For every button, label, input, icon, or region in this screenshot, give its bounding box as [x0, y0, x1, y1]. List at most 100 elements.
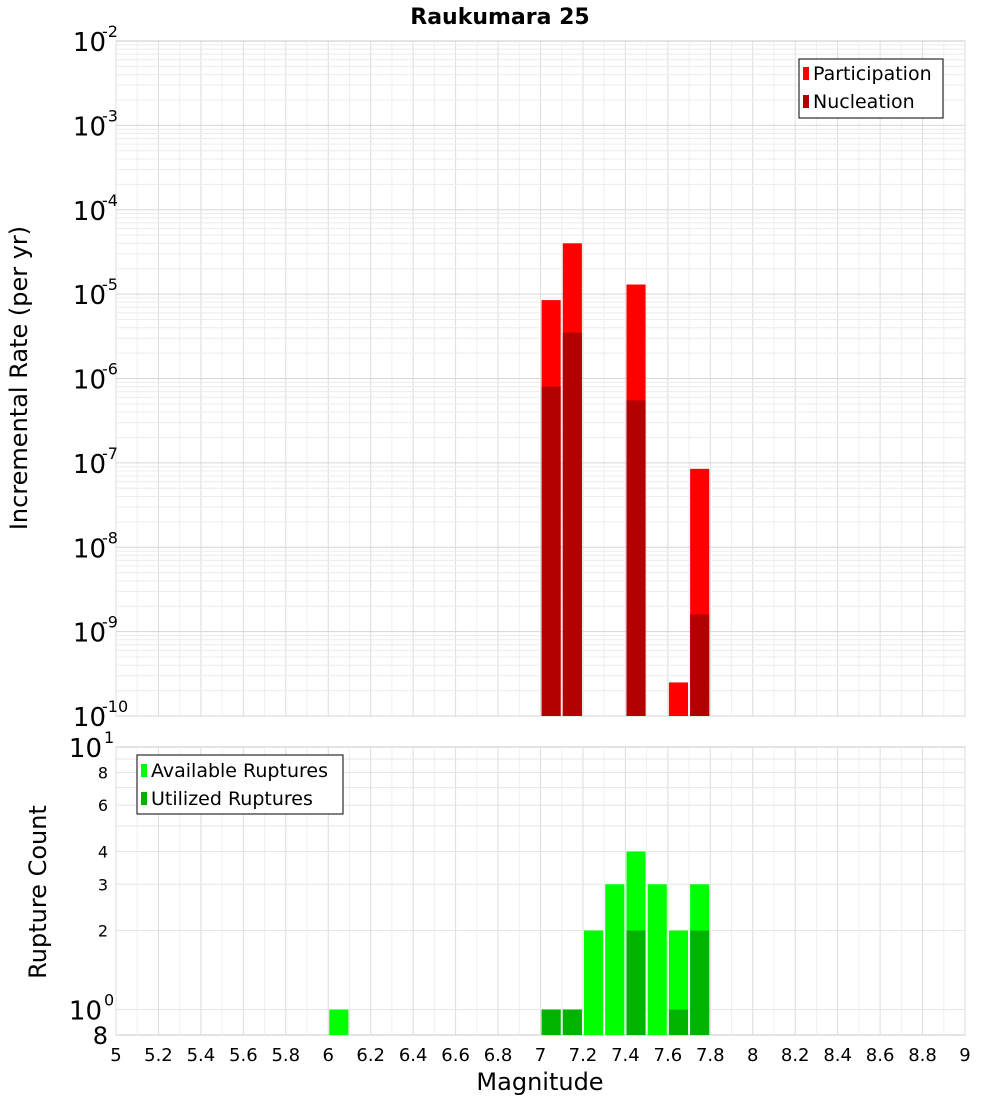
count-y-tick-label: 3 — [98, 875, 108, 894]
rate-y-tick-base: 10 — [73, 28, 106, 58]
count-bar-available-ruptures — [605, 884, 625, 1035]
count-y-tick-label: 4 — [98, 842, 108, 861]
x-tick-label: 8.2 — [781, 1045, 810, 1066]
rate-y-tick-label: 10-7 — [73, 444, 118, 480]
rate-y-tick-exponent: -3 — [102, 106, 118, 125]
available-legend-swatch — [141, 764, 147, 777]
rate-y-tick-exponent: -10 — [102, 697, 128, 716]
rate-y-tick-base: 10 — [73, 619, 106, 649]
rate-y-tick-exponent: -9 — [102, 613, 118, 632]
count-bar-available-ruptures — [647, 884, 667, 1035]
count-bar-utilized-ruptures — [562, 1009, 582, 1035]
count-y-tick-base: 10 — [69, 734, 102, 764]
x-tick-label: 8.4 — [823, 1045, 852, 1066]
count-bar-utilized-ruptures — [668, 1009, 689, 1035]
x-tick-label: 6 — [323, 1045, 334, 1066]
rate-y-axis-label: Incremental Rate (per yr) — [5, 226, 33, 530]
count-y-tick-label: 10 0 — [69, 991, 114, 1027]
count-bar-utilized-ruptures — [541, 1009, 561, 1035]
x-tick-label: 5 — [110, 1045, 121, 1066]
x-tick-label: 8.6 — [866, 1045, 895, 1066]
x-tick-label: 7.8 — [696, 1045, 725, 1066]
x-tick-label: 6.4 — [399, 1045, 428, 1066]
x-tick-label: 8 — [747, 1045, 758, 1066]
x-tick-label: 5.8 — [271, 1045, 300, 1066]
x-tick-label: 7.6 — [654, 1045, 683, 1066]
x-axis-label: Magnitude — [476, 1068, 603, 1096]
rate-y-tick-label: 10-10 — [73, 697, 128, 733]
count-y-tick-label: 10 1 — [69, 728, 114, 764]
count-legend: Available Ruptures Utilized Ruptures — [136, 754, 344, 815]
rate-y-tick-base: 10 — [73, 534, 106, 564]
rate-y-tick-label: 10-2 — [73, 22, 118, 58]
x-tick-label: 5.6 — [229, 1045, 258, 1066]
rate-y-tick-label: 10-4 — [73, 191, 118, 227]
x-tick-label: 6.2 — [356, 1045, 385, 1066]
rate-y-tick-exponent: -7 — [102, 444, 118, 463]
x-tick-label: 9 — [959, 1045, 970, 1066]
rate-legend-box — [798, 58, 944, 119]
count-y-tick-label: 8 — [98, 763, 108, 782]
nucleation-legend-swatch — [803, 95, 809, 108]
rate-y-tick-base: 10 — [73, 197, 106, 227]
x-tick-label: 7.4 — [611, 1045, 640, 1066]
available-legend-label: Available Ruptures — [151, 760, 328, 782]
rate-y-tick-exponent: -5 — [102, 275, 118, 294]
x-tick-label: 5.2 — [144, 1045, 173, 1066]
count-y-tick-label: 2 — [98, 922, 108, 941]
rate-y-tick-base: 10 — [73, 112, 106, 142]
rate-y-tick-label: 10-9 — [73, 613, 118, 649]
count-bars — [329, 851, 710, 1035]
count-y-tick-exponent: 0 — [104, 991, 114, 1010]
count-bar-available-ruptures — [329, 1009, 349, 1035]
rate-y-tick-exponent: -8 — [102, 528, 118, 547]
rate-bars — [541, 243, 710, 717]
count-bar-available-ruptures — [668, 930, 689, 1035]
count-legend-box — [136, 754, 344, 815]
x-tick-label: 5.4 — [187, 1045, 216, 1066]
x-axis-ticks: 5 5.2 5.4 5.6 5.8 6 6.2 6.4 6.6 6.8 7 7.2 7.4 7.6 7.8 8… — [110, 1045, 970, 1066]
count-y-tick-label: 8 — [93, 1022, 108, 1050]
count-y-axis-label: Rupture Count — [24, 805, 52, 979]
x-tick-label: 8.8 — [908, 1045, 937, 1066]
rate-y-tick-label: 10-6 — [73, 360, 118, 396]
participation-legend-swatch — [803, 67, 809, 80]
rate-y-tick-exponent: -6 — [102, 360, 118, 379]
rate-bar-nucleation — [562, 332, 582, 716]
count-y-tick-label: 6 — [98, 796, 108, 815]
rate-y-tick-label: 10-3 — [73, 106, 118, 142]
count-bar-utilized-ruptures — [690, 930, 710, 1035]
rate-bar-nucleation — [690, 614, 710, 716]
rate-y-tick-base: 10 — [73, 450, 106, 480]
rate-bar-nucleation — [541, 386, 561, 716]
utilized-legend-label: Utilized Ruptures — [151, 788, 313, 810]
nucleation-legend-label: Nucleation — [813, 91, 915, 113]
rate-y-tick-label: 10-8 — [73, 528, 118, 564]
x-tick-label: 6.8 — [484, 1045, 513, 1066]
chart-title: Raukumara 25 — [410, 5, 589, 30]
rate-bar-participation — [668, 682, 689, 716]
rate-y-tick-base: 10 — [73, 366, 106, 396]
x-tick-label: 7.2 — [569, 1045, 598, 1066]
count-bar-utilized-ruptures — [626, 930, 646, 1035]
rate-y-tick-base: 10 — [73, 703, 106, 733]
rate-y-tick-label: 10-5 — [73, 275, 118, 311]
rate-y-tick-base: 10 — [73, 281, 106, 311]
x-tick-label: 7 — [535, 1045, 546, 1066]
count-y-tick-base: 10 — [69, 997, 102, 1027]
count-bar-available-ruptures — [584, 930, 604, 1035]
rate-y-tick-exponent: -2 — [102, 22, 118, 41]
utilized-legend-swatch — [141, 792, 147, 805]
rate-plot-grid — [115, 41, 966, 717]
participation-legend-label: Participation — [813, 63, 932, 85]
rate-legend: Participation Nucleation — [798, 58, 944, 119]
rate-y-tick-exponent: -4 — [102, 191, 118, 210]
rate-bar-nucleation — [626, 400, 646, 716]
count-y-tick-exponent: 1 — [104, 728, 114, 747]
x-tick-label: 6.6 — [441, 1045, 470, 1066]
